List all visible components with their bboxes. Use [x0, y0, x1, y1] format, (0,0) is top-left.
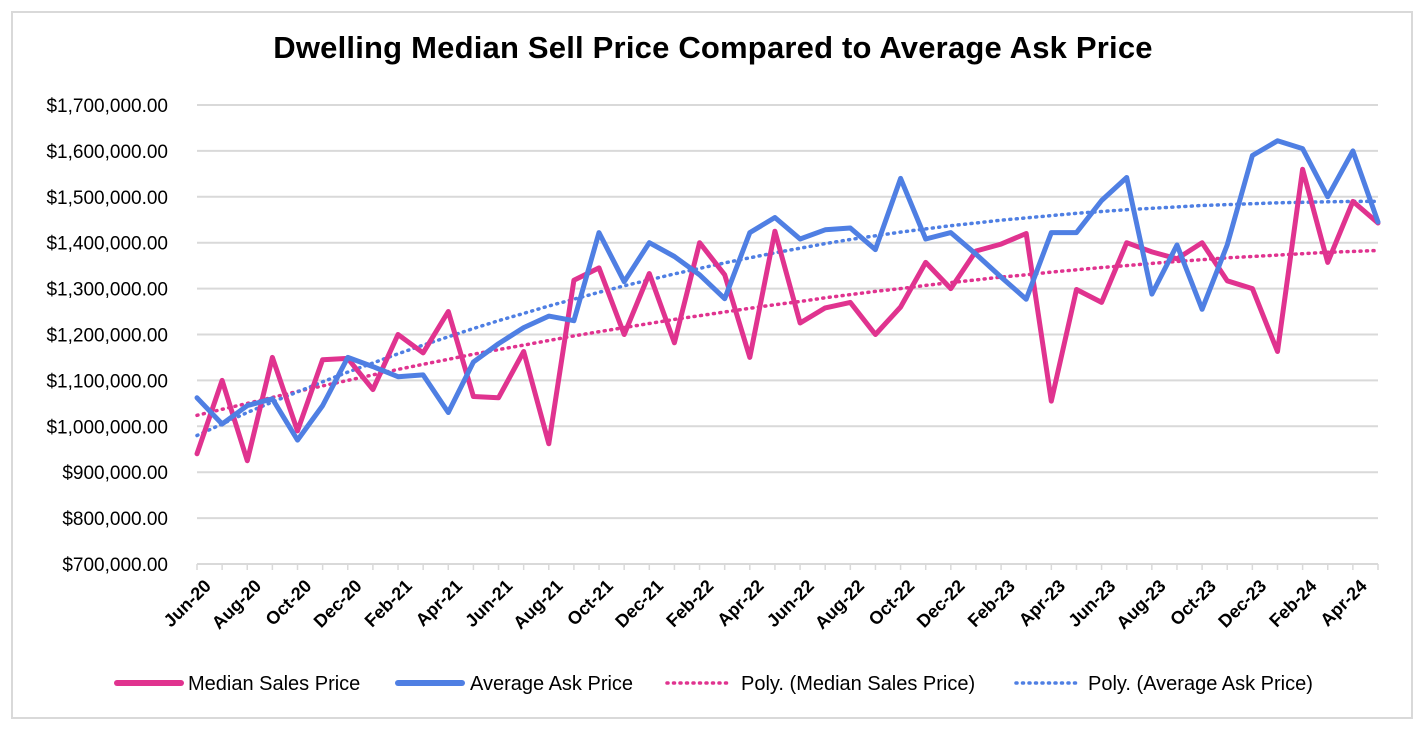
y-tick-label: $1,600,000.00	[46, 142, 168, 163]
series-line-3	[195, 199, 1380, 438]
x-tick-label: Feb-22	[662, 576, 717, 631]
x-tick-label: Jun-20	[160, 576, 215, 631]
y-tick-label: $900,000.00	[62, 463, 168, 484]
x-tick-label: Apr-22	[713, 576, 767, 630]
x-tick-label: Jun-22	[763, 576, 818, 631]
legend-label: Poly. (Average Ask Price)	[1088, 673, 1313, 695]
x-tick-label: Oct-20	[262, 576, 316, 630]
x-tick-label: Aug-23	[1112, 576, 1169, 633]
x-tick-label: Apr-21	[412, 576, 466, 630]
y-tick-label: $1,200,000.00	[46, 326, 168, 347]
legend-label: Median Sales Price	[188, 673, 360, 695]
legend-label: Average Ask Price	[470, 673, 633, 695]
x-tick-label: Feb-21	[361, 576, 416, 631]
series-line-2	[195, 248, 1380, 418]
x-tick-label: Dec-22	[913, 576, 969, 632]
legend-label: Poly. (Median Sales Price)	[741, 673, 975, 695]
y-axis: $700,000.00 $800,000.00 $900,000.00 $1,000,…	[46, 96, 168, 576]
y-tick-label: $700,000.00	[62, 555, 168, 576]
x-tick-label: Feb-23	[964, 576, 1019, 631]
chart-title: Dwelling Median Sell Price Compared to A…	[273, 30, 1153, 65]
x-tick-label: Dec-20	[310, 576, 366, 632]
y-tick-label: $1,700,000.00	[46, 96, 168, 117]
x-tick-label: Apr-24	[1316, 576, 1370, 630]
y-tick-label: $1,400,000.00	[46, 234, 168, 255]
x-tick-label: Oct-21	[563, 576, 617, 630]
y-tick-label: $1,500,000.00	[46, 188, 168, 209]
chart-frame	[11, 11, 1413, 719]
x-tick-label: Aug-22	[811, 576, 868, 633]
x-tick-label: Jun-23	[1064, 576, 1119, 631]
x-tick-label: Dec-21	[611, 576, 667, 632]
x-axis: Jun-20Aug-20Oct-20Dec-20Feb-21Apr-21Jun-…	[160, 564, 1379, 633]
y-tick-label: $1,100,000.00	[46, 371, 168, 392]
x-tick-label: Oct-23	[1166, 576, 1220, 630]
x-tick-label: Oct-22	[865, 576, 919, 630]
x-tick-label: Dec-23	[1214, 576, 1270, 632]
y-tick-label: $1,000,000.00	[46, 417, 168, 438]
x-tick-label: Feb-24	[1265, 576, 1320, 631]
y-tick-label: $800,000.00	[62, 509, 168, 530]
series-line-1	[194, 138, 1381, 443]
x-tick-label: Apr-23	[1015, 576, 1069, 630]
y-tick-label: $1,300,000.00	[46, 280, 168, 301]
x-tick-label: Jun-21	[461, 576, 516, 631]
x-tick-label: Aug-20	[208, 576, 265, 633]
series-lines	[194, 138, 1381, 464]
gridlines	[197, 104, 1378, 565]
x-tick-label: Aug-21	[509, 576, 566, 633]
legend: Median Sales Price Average Ask Price Poly.…	[114, 673, 1313, 695]
series-line-0	[194, 166, 1381, 464]
